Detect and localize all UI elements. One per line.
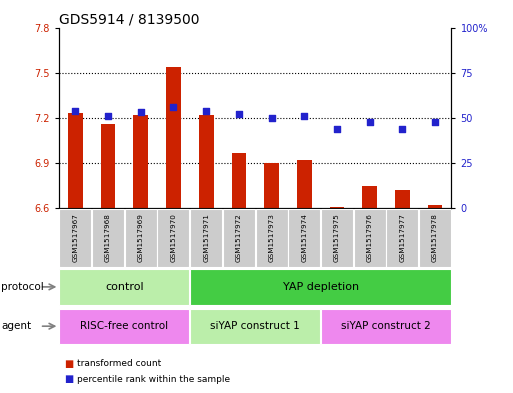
Bar bbox=[190, 309, 320, 344]
Bar bbox=[255, 209, 288, 266]
Text: GSM1517978: GSM1517978 bbox=[432, 213, 438, 262]
Point bbox=[366, 118, 374, 125]
Point bbox=[71, 108, 80, 114]
Text: GSM1517973: GSM1517973 bbox=[269, 213, 274, 262]
Text: protocol: protocol bbox=[1, 282, 44, 292]
Point bbox=[169, 104, 177, 110]
Point bbox=[235, 111, 243, 118]
Text: GSM1517972: GSM1517972 bbox=[236, 213, 242, 262]
Text: GSM1517976: GSM1517976 bbox=[367, 213, 372, 262]
Bar bbox=[60, 209, 91, 266]
Bar bbox=[190, 209, 222, 266]
Text: GSM1517977: GSM1517977 bbox=[400, 213, 405, 262]
Bar bbox=[125, 209, 157, 266]
Bar bbox=[190, 269, 451, 305]
Bar bbox=[60, 269, 189, 305]
Text: agent: agent bbox=[1, 321, 31, 331]
Text: YAP depletion: YAP depletion bbox=[283, 282, 359, 292]
Bar bbox=[321, 209, 353, 266]
Text: GSM1517967: GSM1517967 bbox=[72, 213, 78, 262]
Bar bbox=[231, 152, 246, 208]
Bar bbox=[419, 209, 451, 266]
Bar bbox=[395, 190, 410, 208]
Point bbox=[202, 108, 210, 114]
Bar bbox=[297, 160, 311, 208]
Text: percentile rank within the sample: percentile rank within the sample bbox=[77, 375, 230, 384]
Bar bbox=[330, 207, 344, 208]
Text: siYAP construct 1: siYAP construct 1 bbox=[210, 321, 300, 331]
Point bbox=[398, 126, 406, 132]
Text: GSM1517969: GSM1517969 bbox=[138, 213, 144, 262]
Text: GSM1517968: GSM1517968 bbox=[105, 213, 111, 262]
Bar bbox=[223, 209, 255, 266]
Point bbox=[136, 109, 145, 116]
Bar bbox=[264, 163, 279, 208]
Point bbox=[431, 118, 439, 125]
Bar bbox=[288, 209, 320, 266]
Bar bbox=[133, 115, 148, 208]
Bar bbox=[199, 115, 213, 208]
Text: GDS5914 / 8139500: GDS5914 / 8139500 bbox=[59, 12, 200, 26]
Text: GSM1517971: GSM1517971 bbox=[203, 213, 209, 262]
Bar bbox=[60, 309, 189, 344]
Text: transformed count: transformed count bbox=[77, 359, 161, 368]
Text: GSM1517970: GSM1517970 bbox=[170, 213, 176, 262]
Bar bbox=[101, 124, 115, 208]
Point bbox=[104, 113, 112, 119]
Bar bbox=[428, 205, 442, 208]
Text: GSM1517975: GSM1517975 bbox=[334, 213, 340, 262]
Point bbox=[267, 115, 275, 121]
Text: GSM1517974: GSM1517974 bbox=[301, 213, 307, 262]
Text: RISC-free control: RISC-free control bbox=[81, 321, 168, 331]
Bar bbox=[321, 309, 451, 344]
Bar bbox=[157, 209, 189, 266]
Point bbox=[300, 113, 308, 119]
Bar bbox=[362, 185, 377, 208]
Text: control: control bbox=[105, 282, 144, 292]
Bar bbox=[353, 209, 386, 266]
Bar bbox=[92, 209, 124, 266]
Text: ■: ■ bbox=[64, 374, 73, 384]
Text: ■: ■ bbox=[64, 358, 73, 369]
Point bbox=[333, 126, 341, 132]
Bar bbox=[166, 67, 181, 208]
Text: siYAP construct 2: siYAP construct 2 bbox=[341, 321, 431, 331]
Bar bbox=[68, 113, 83, 208]
Bar bbox=[386, 209, 419, 266]
